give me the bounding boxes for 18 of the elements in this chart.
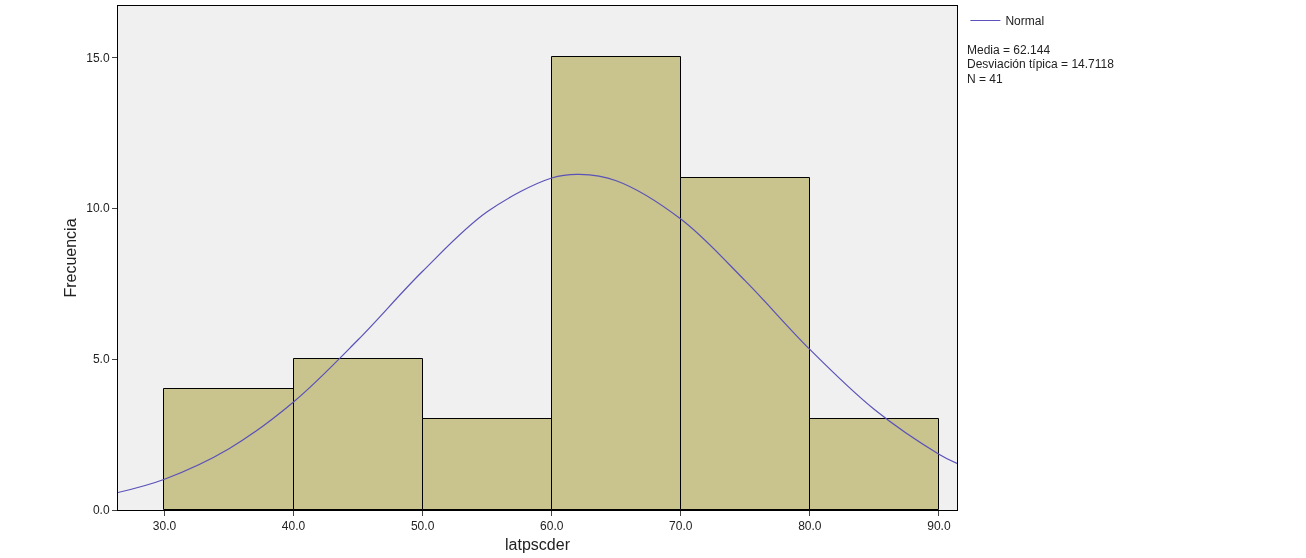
y-tick-label: 5.0: [92, 352, 110, 367]
text: Media = 62.144: [967, 43, 1051, 57]
x-tick-label: 50.0: [410, 519, 435, 534]
y-tick-label: 15.0: [86, 50, 110, 65]
x-tick-label: 70.0: [669, 519, 693, 534]
y-tick-label: 0.0: [92, 503, 110, 518]
text: Desviación típica = 14.7118: [967, 57, 1115, 71]
line-series: [118, 173, 957, 494]
x-tick-label: 60.0: [540, 519, 564, 534]
y-axis-title: Frecuencia: [62, 218, 79, 298]
y-tick-label: 10.0: [86, 201, 110, 216]
text: N = 41: [967, 72, 1004, 86]
x-tick-label: 80.0: [798, 519, 822, 534]
x-tick-label: 30.0: [152, 519, 177, 534]
x-tick-label: 40.0: [281, 519, 306, 534]
legend-label: Normal: [1005, 14, 1045, 29]
x-tick-label: 90.0: [927, 519, 951, 534]
x-axis-title: latpscder: [505, 536, 571, 554]
